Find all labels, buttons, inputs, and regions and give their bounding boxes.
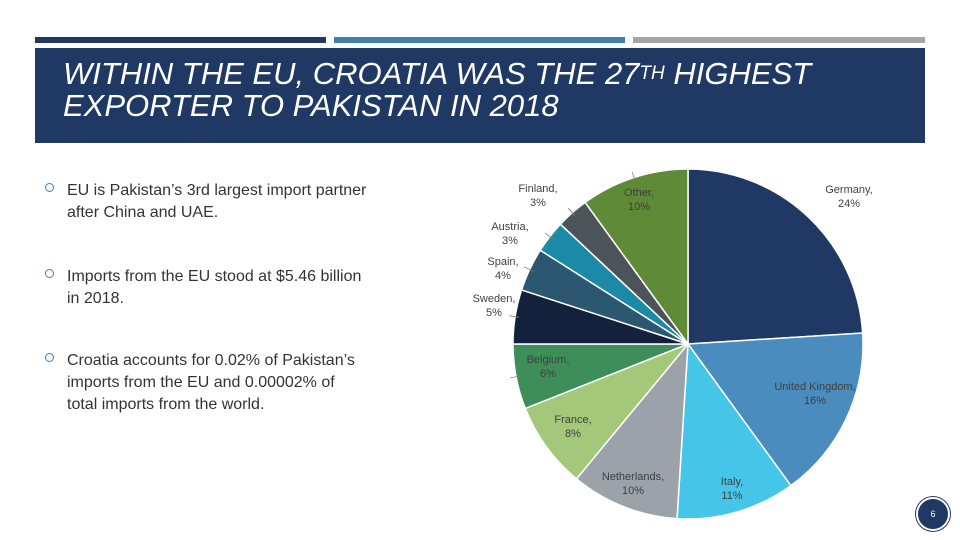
slice-label-spain: Spain, 4%	[487, 256, 518, 282]
pie-slice-italy	[676, 341, 792, 520]
leader-line	[567, 207, 576, 216]
top-accent-bar-gray	[633, 37, 925, 43]
leader-line	[544, 232, 554, 240]
leader-line	[510, 375, 521, 379]
bullet-circle-icon	[45, 183, 54, 192]
leader-line	[631, 171, 636, 182]
bullet-circle-icon	[45, 269, 54, 278]
slice-label-other: Other, 10%	[624, 187, 654, 213]
slice-label-italy: Italy, 11%	[721, 476, 743, 502]
title-line1-part-a: WITHIN THE EU, CROATIA WAS THE 27	[63, 56, 640, 91]
pie-slice-germany	[687, 168, 864, 345]
top-accent-bar-blue	[334, 37, 625, 43]
slice-label-netherlands: Netherlands, 10%	[602, 471, 664, 497]
slide-title: WITHIN THE EU, CROATIA WAS THE 27TH HIGH…	[63, 58, 811, 122]
slice-label-germany: Germany, 24%	[825, 184, 872, 210]
slice-label-finland: Finland, 3%	[518, 183, 557, 209]
title-superscript: TH	[639, 63, 665, 84]
pie-slice-united-kingdom	[686, 332, 864, 487]
pie-slice-netherlands	[575, 341, 689, 520]
slice-label-france: France, 8%	[554, 414, 591, 440]
bullet-text: Croatia accounts for 0.02% of Pakistan’s…	[67, 352, 355, 413]
leader-line	[524, 266, 534, 272]
slice-label-belgium: Belgium, 6%	[527, 354, 570, 380]
top-accent-bar-navy	[35, 37, 326, 43]
page-number-badge: 6	[916, 497, 950, 531]
leader-line	[509, 315, 520, 318]
bullet-circle-icon	[45, 353, 54, 362]
title-line2: EXPORTER TO PAKISTAN IN 2018	[63, 88, 559, 123]
slice-label-austria: Austria, 3%	[491, 221, 528, 247]
slice-label-united-kingdom: United Kingdom, 16%	[774, 381, 855, 407]
bullet-text: EU is Pakistan’s 3rd largest import part…	[67, 182, 367, 221]
bullet-text: Imports from the EU stood at $5.46 billi…	[67, 268, 362, 307]
title-band: WITHIN THE EU, CROATIA WAS THE 27TH HIGH…	[35, 48, 925, 143]
slice-label-sweden: Sweden, 5%	[473, 293, 516, 319]
title-line1-part-b: HIGHEST	[664, 56, 812, 91]
